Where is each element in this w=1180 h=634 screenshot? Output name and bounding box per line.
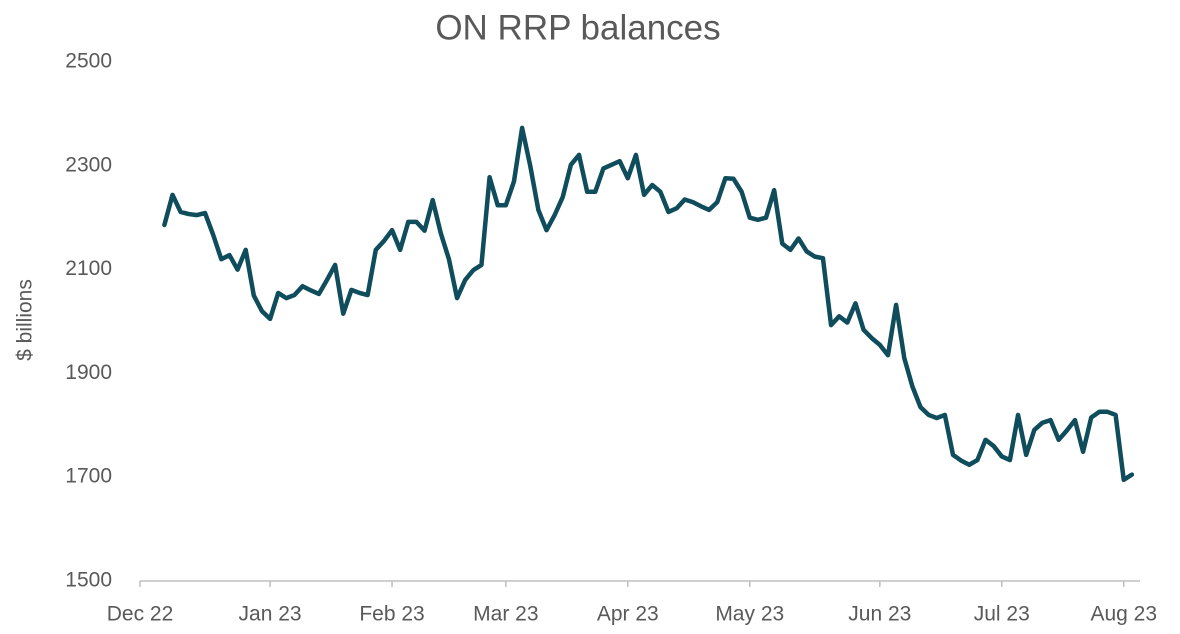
y-tick-label: 1500 <box>65 569 112 592</box>
x-tick-label: Feb 23 <box>359 603 424 626</box>
x-tick-label: Jun 23 <box>848 603 911 626</box>
y-axis-label: $ billions <box>14 279 37 361</box>
x-tick-label: Mar 23 <box>473 603 538 626</box>
x-tick-label: May 23 <box>715 603 784 626</box>
x-tick-label: Dec 22 <box>107 603 174 626</box>
x-tick-label: Apr 23 <box>597 603 659 626</box>
y-tick-label: 1700 <box>65 465 112 488</box>
x-tick-label: Jul 23 <box>974 603 1030 626</box>
series-line <box>162 125 1135 483</box>
y-tick-label: 2100 <box>65 257 112 280</box>
chart-title: ON RRP balances <box>435 8 720 47</box>
y-tick-label: 2500 <box>65 50 112 73</box>
y-tick-label: 1900 <box>65 361 112 384</box>
x-tick-label: Jan 23 <box>239 603 302 626</box>
x-tick-label: Aug 23 <box>1090 603 1157 626</box>
y-tick-label: 2300 <box>65 153 112 176</box>
